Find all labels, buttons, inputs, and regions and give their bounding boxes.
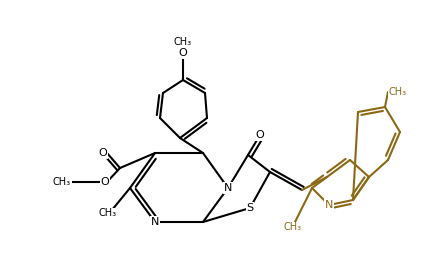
Text: O: O xyxy=(99,148,107,158)
Text: N: N xyxy=(151,217,159,227)
Text: O: O xyxy=(101,177,109,187)
Text: N: N xyxy=(325,200,333,210)
Text: N: N xyxy=(224,183,232,193)
Text: CH₃: CH₃ xyxy=(99,208,117,218)
Text: CH₃: CH₃ xyxy=(53,177,71,187)
Text: CH₃: CH₃ xyxy=(284,222,302,232)
Text: CH₃: CH₃ xyxy=(389,87,407,97)
Text: CH₃: CH₃ xyxy=(174,37,192,47)
Text: O: O xyxy=(179,48,187,58)
Text: O: O xyxy=(256,130,264,140)
Text: S: S xyxy=(246,203,253,213)
